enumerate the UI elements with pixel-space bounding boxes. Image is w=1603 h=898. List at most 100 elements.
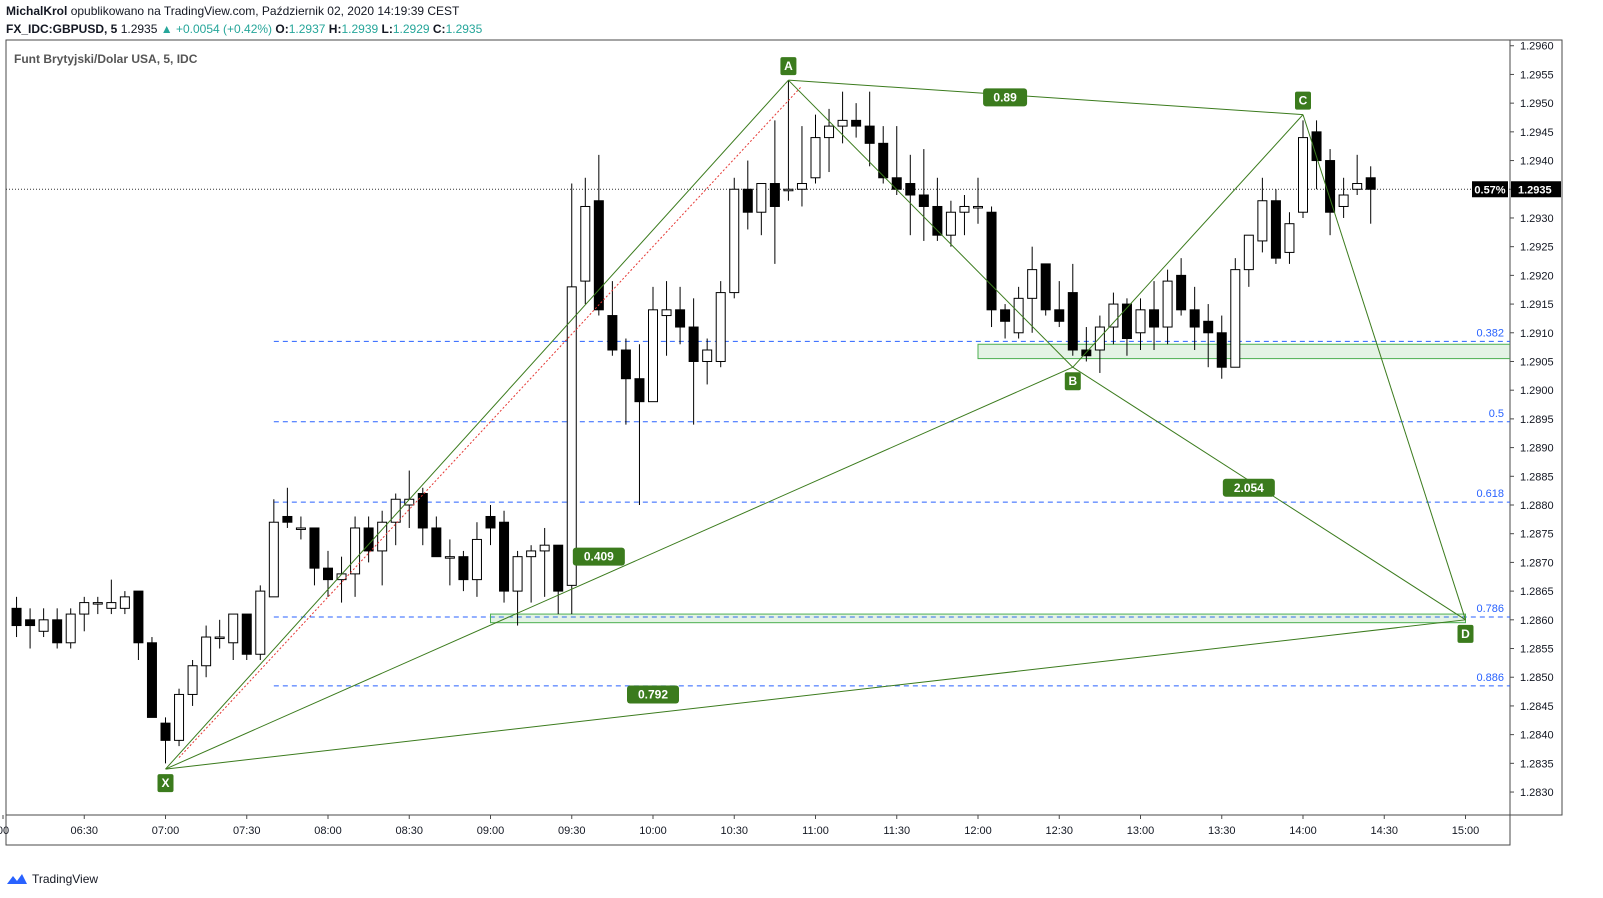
candle-body <box>1135 309 1146 334</box>
candle-body <box>742 188 753 213</box>
candle-body <box>295 527 306 530</box>
candle-body <box>390 498 401 523</box>
symbol-label: FX_IDC:GBPUSD, 5 <box>6 22 118 36</box>
candle-body <box>1000 309 1011 322</box>
candle-body <box>1067 292 1078 351</box>
x-tick-label: 12:30 <box>1045 825 1073 837</box>
candle-body <box>377 521 388 552</box>
candle-body <box>1040 263 1051 311</box>
candle-body <box>810 137 821 179</box>
candle-body <box>607 315 618 351</box>
footer: TradingView <box>6 872 98 886</box>
candle-body <box>729 188 740 294</box>
pattern-point-label: B <box>1068 374 1077 388</box>
y-tick-label: 1.2895 <box>1520 414 1554 426</box>
pattern-point-badge <box>1457 624 1474 643</box>
ratio-label: 0.409 <box>584 550 614 564</box>
plot-frame <box>5 39 1511 816</box>
y-tick-label: 1.2925 <box>1520 242 1554 254</box>
candle-body <box>932 205 943 236</box>
plot-layer: 0.382 0.5 0.618 0.786 0.886 0.89 0.409 2.054 0.7… <box>6 79 1510 770</box>
pattern-point-label: C <box>1299 94 1308 108</box>
candle-body <box>1230 269 1241 368</box>
candle-body <box>905 183 916 196</box>
y-tick-label: 1.2905 <box>1520 356 1554 368</box>
candle-body <box>648 309 658 403</box>
candle-body <box>1203 320 1214 334</box>
candle-body <box>417 493 428 529</box>
candle-body <box>1216 332 1227 368</box>
candle-body <box>1121 303 1132 340</box>
fib-level-label: 0.382 <box>1476 327 1504 339</box>
last-price: 1.2935 <box>120 22 158 36</box>
time-axis <box>5 814 1511 846</box>
x-tick-label: 10:30 <box>720 825 748 837</box>
candle-body <box>214 636 225 640</box>
candle-body <box>11 607 22 627</box>
pattern-leg-XB <box>165 366 1073 770</box>
y-tick-label: 1.2865 <box>1520 586 1554 598</box>
candle-body <box>1176 274 1187 311</box>
candle-body <box>92 602 103 605</box>
pattern-point-label: A <box>784 59 793 73</box>
author-name[interactable]: MichalKrol <box>6 4 68 18</box>
pattern-leg-BC <box>1072 114 1304 368</box>
pattern-point-label: D <box>1461 627 1470 641</box>
x-tick-label: 06:30 <box>70 825 98 837</box>
candle-body <box>1149 309 1160 328</box>
candle-body <box>580 205 591 282</box>
footer-brand[interactable]: TradingView <box>32 872 99 886</box>
candle-body <box>1325 160 1336 213</box>
candle-body <box>431 527 442 558</box>
y-tick-label: 1.2890 <box>1520 443 1554 455</box>
candle-body <box>65 613 76 644</box>
ratio-badge <box>627 685 679 704</box>
low-label: L: <box>381 22 393 36</box>
candle-body <box>1189 309 1200 328</box>
candle-body <box>620 349 631 380</box>
candle-body <box>228 613 239 644</box>
x-tick-label: 09:30 <box>558 825 586 837</box>
candle-body <box>323 567 333 581</box>
y-tick-label: 1.2875 <box>1520 529 1554 541</box>
y-tick-label: 1.2960 <box>1520 41 1554 53</box>
candle-body <box>1284 223 1295 253</box>
candle-body <box>146 642 157 718</box>
y-tick-label: 1.2860 <box>1520 615 1554 627</box>
fib-level-label: 0.618 <box>1476 488 1504 500</box>
y-tick-label: 1.2850 <box>1520 672 1554 684</box>
current-pct-label: 0.57% <box>1474 184 1505 196</box>
pattern-point-badge <box>1064 372 1081 391</box>
open-label: O: <box>275 22 289 36</box>
y-tick-label: 1.2830 <box>1520 787 1554 799</box>
candle-body <box>675 309 686 328</box>
x-tick-label: 13:30 <box>1208 825 1236 837</box>
candle-body <box>133 590 144 644</box>
candle-body <box>688 326 699 362</box>
pattern-point-badge <box>1295 91 1311 110</box>
candle-body <box>187 665 198 695</box>
chart-title: Funt Brytyjski/Dolar USA, 5, IDC <box>14 52 198 66</box>
candle-body <box>769 183 780 207</box>
tradingview-logo-icon <box>7 874 27 884</box>
y-tick-label: 1.2900 <box>1520 385 1554 397</box>
candle-body <box>1352 183 1363 190</box>
y-tick-label: 1.2955 <box>1520 69 1554 81</box>
y-tick-label: 1.2840 <box>1520 730 1554 742</box>
y-tick-label: 1.2920 <box>1520 270 1554 282</box>
x-tick-label: 00 <box>0 825 9 837</box>
candle-body <box>783 188 794 192</box>
price-axis <box>1509 39 1563 816</box>
open-value: 1.2937 <box>288 22 326 36</box>
candle-body <box>715 292 726 362</box>
ratio-label: 0.89 <box>993 90 1017 104</box>
x-tick-label: 08:30 <box>395 825 423 837</box>
candle-body <box>1054 309 1065 322</box>
candle-body <box>973 205 983 209</box>
candle-body <box>1013 297 1024 334</box>
red-trend-line <box>178 85 803 758</box>
y-tick-label: 1.2855 <box>1520 644 1554 656</box>
candle-body <box>1257 200 1268 242</box>
candle-body <box>891 177 902 190</box>
